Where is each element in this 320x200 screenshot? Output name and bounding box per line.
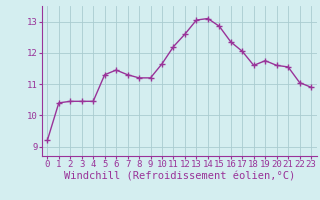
X-axis label: Windchill (Refroidissement éolien,°C): Windchill (Refroidissement éolien,°C): [64, 172, 295, 182]
